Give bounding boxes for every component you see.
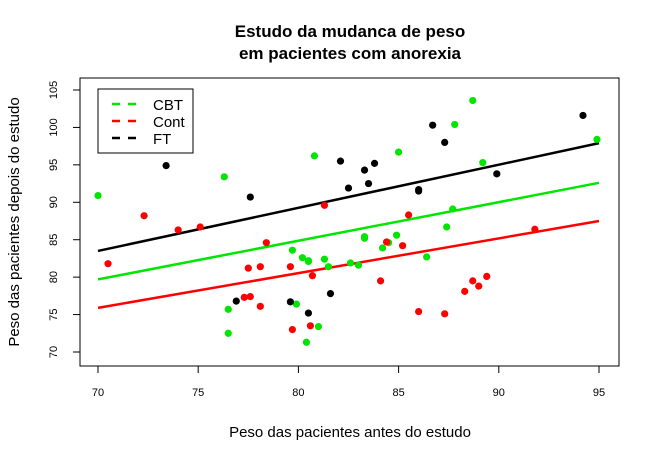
fit-line-cbt	[97, 181, 600, 281]
x-tick-label: 75	[192, 387, 204, 399]
legend-label-cbt: CBT	[153, 97, 183, 114]
y-axis: 70 75 80 85 90 95 100 105	[48, 81, 81, 358]
y-tick-label: 80	[48, 271, 60, 283]
point-ft	[344, 184, 353, 192]
point-cont	[104, 260, 112, 268]
point-cont	[306, 322, 315, 330]
point-cont	[286, 263, 294, 271]
point-cont	[399, 242, 407, 250]
data-points	[94, 96, 601, 346]
point-cont	[415, 307, 423, 316]
point-cont	[240, 293, 248, 301]
point-cont	[475, 282, 483, 290]
point-ft	[579, 111, 587, 120]
y-axis-label: Peso das pacientes depois do estudo	[6, 97, 23, 346]
point-cont	[461, 287, 469, 295]
point-cont	[246, 293, 254, 301]
point-cont	[405, 211, 413, 219]
point-cbt	[479, 159, 487, 167]
point-cbt	[320, 255, 329, 263]
point-cont	[320, 201, 329, 209]
point-ft	[232, 297, 240, 305]
x-tick-label: 90	[493, 387, 505, 399]
point-cbt	[324, 263, 333, 271]
point-cont	[531, 225, 539, 233]
point-cont	[483, 272, 491, 280]
point-cbt	[302, 338, 311, 346]
point-cbt	[449, 205, 457, 213]
point-cbt	[443, 223, 451, 231]
point-ft	[360, 166, 369, 174]
y-tick-label: 100	[48, 118, 60, 136]
point-ft	[246, 193, 254, 201]
x-tick-label: 70	[92, 387, 104, 399]
point-cont	[196, 223, 204, 231]
point-cbt	[288, 246, 296, 254]
point-cbt	[304, 257, 313, 266]
y-tick-label: 95	[48, 159, 60, 171]
point-cbt	[298, 254, 307, 262]
point-cbt	[469, 96, 477, 105]
point-ft	[304, 309, 313, 317]
point-ft	[370, 159, 379, 167]
chart-title-line2: em pacientes com anorexia	[239, 44, 462, 63]
point-cont	[376, 277, 385, 285]
x-tick-label: 95	[593, 387, 605, 399]
point-ft	[364, 179, 373, 188]
point-cbt	[451, 120, 459, 129]
point-cbt	[310, 152, 319, 160]
point-cbt	[220, 173, 228, 181]
point-cont	[288, 325, 296, 334]
point-cont	[244, 264, 252, 272]
y-tick-label: 70	[48, 346, 60, 358]
point-cbt	[392, 231, 401, 239]
point-cont	[256, 302, 264, 310]
point-cont	[140, 212, 148, 220]
x-axis-label: Peso das pacientes antes do estudo	[229, 424, 471, 441]
point-ft	[493, 170, 501, 178]
point-cbt	[354, 261, 363, 269]
point-cbt	[378, 244, 387, 252]
point-cont	[441, 310, 449, 318]
point-cbt	[314, 322, 323, 331]
y-tick-label: 75	[48, 308, 60, 320]
point-ft	[415, 185, 423, 194]
point-cbt	[224, 305, 232, 313]
point-ft	[429, 121, 437, 129]
point-cont	[174, 226, 182, 234]
point-cbt	[423, 253, 431, 261]
x-axis: 70 75 80 85 90 95	[92, 365, 605, 399]
point-cont	[256, 263, 264, 271]
point-ft	[336, 157, 345, 165]
fit-line-ft	[97, 141, 600, 253]
point-cont	[382, 238, 391, 246]
point-ft	[162, 162, 170, 170]
x-tick-label: 80	[292, 387, 304, 399]
point-cbt	[346, 259, 355, 267]
point-ft	[326, 290, 335, 298]
point-cont	[262, 239, 270, 247]
point-cbt	[292, 300, 300, 308]
point-ft	[441, 138, 449, 146]
point-cbt	[224, 329, 232, 337]
point-cbt	[94, 191, 102, 200]
chart-title-line1: Estudo da mudanca de peso	[235, 22, 466, 41]
y-tick-label: 105	[48, 81, 60, 99]
legend-label-ft: FT	[153, 131, 171, 148]
point-cbt	[360, 234, 369, 242]
point-cbt	[593, 135, 601, 144]
point-cbt	[395, 148, 403, 156]
x-tick-label: 85	[392, 387, 404, 399]
y-tick-label: 85	[48, 234, 60, 246]
legend-label-cont: Cont	[153, 114, 186, 131]
regression-lines	[97, 141, 600, 310]
point-cont	[469, 277, 477, 285]
point-ft	[286, 298, 294, 306]
point-cont	[308, 272, 317, 280]
y-tick-label: 90	[48, 196, 60, 208]
